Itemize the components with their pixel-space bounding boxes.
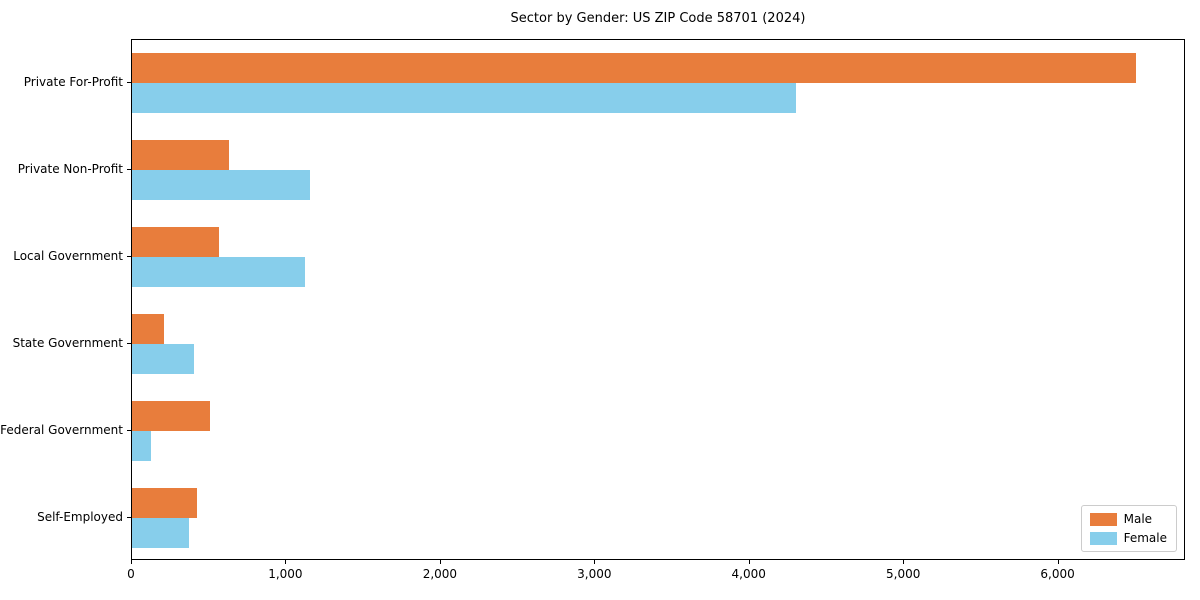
y-tick-mark (127, 429, 131, 431)
bar-male-state-government (132, 313, 165, 344)
x-tick-mark (439, 560, 441, 564)
x-tick-label-2000: 2,000 (422, 567, 458, 581)
x-tick-label-5000: 5,000 (886, 567, 921, 581)
legend-row-female: Female (1089, 531, 1167, 545)
x-tick-label-4000: 4,000 (731, 567, 766, 581)
x-tick-label-6000: 6,000 (1040, 567, 1075, 581)
bar-female-private-non-profit (132, 170, 310, 201)
y-tick-label-federal-government: Federal Government (0, 422, 123, 437)
legend: Male Female (1080, 505, 1177, 552)
legend-swatch-female (1089, 531, 1117, 545)
x-tick-label-1000: 1,000 (268, 567, 303, 581)
legend-row-male: Male (1089, 512, 1167, 526)
legend-swatch-male (1089, 512, 1117, 526)
x-tick-mark (1057, 560, 1059, 564)
chart-title: Sector by Gender: US ZIP Code 58701 (202… (510, 11, 806, 26)
y-tick-mark (127, 516, 131, 518)
x-tick-mark (748, 560, 750, 564)
legend-label-male: Male (1123, 512, 1153, 526)
y-tick-label-state-government: State Government (12, 335, 123, 350)
y-tick-mark (127, 169, 131, 171)
y-tick-label-private-non-profit: Private Non-Profit (17, 162, 123, 177)
x-tick-mark (131, 560, 132, 564)
bar-female-local-government (132, 257, 305, 288)
x-tick-label-3000: 3,000 (577, 567, 612, 581)
x-tick-mark (594, 560, 596, 564)
plot-area: Male Female (131, 39, 1185, 560)
y-tick-label-self-employed: Self-Employed (37, 509, 123, 524)
y-tick-mark (127, 82, 131, 84)
bar-female-state-government (132, 343, 194, 374)
y-tick-mark (127, 256, 131, 258)
bar-male-private-for-profit (132, 53, 1136, 84)
bar-male-local-government (132, 227, 219, 258)
y-tick-label-private-for-profit: Private For-Profit (23, 75, 123, 90)
x-tick-mark (903, 560, 905, 564)
bar-male-self-employed (132, 487, 197, 518)
legend-label-female: Female (1123, 531, 1167, 545)
x-tick-label-0: 0 (127, 567, 135, 581)
y-tick-label-local-government: Local Government (13, 249, 123, 264)
bar-female-private-for-profit (132, 83, 797, 114)
x-tick-mark (285, 560, 287, 564)
y-tick-mark (127, 342, 131, 344)
bar-male-federal-government (132, 400, 210, 431)
bar-female-self-employed (132, 517, 190, 548)
bar-female-federal-government (132, 430, 152, 461)
bar-male-private-non-profit (132, 140, 230, 171)
